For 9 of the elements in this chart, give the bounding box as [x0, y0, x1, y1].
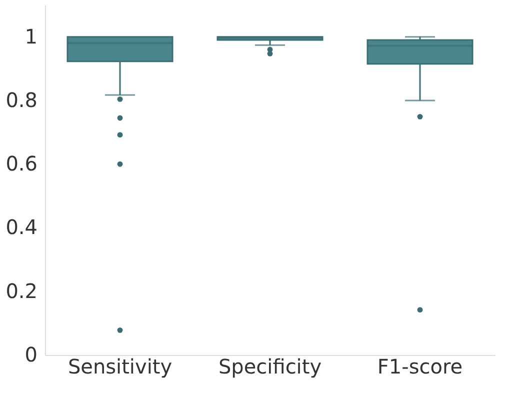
y-tick-label: 0.2 [6, 278, 38, 303]
y-tick-label: 0.4 [6, 215, 38, 240]
y-tick-label: 0.6 [6, 152, 38, 176]
x-tick-label: Sensitivity [68, 354, 172, 378]
y-tick-label: 0 [24, 342, 38, 366]
x-tick-label: F1-score [377, 354, 463, 378]
y-tick-label: 1 [24, 24, 38, 48]
y-tick-label: 0.8 [6, 88, 38, 112]
x-tick-label: Specificity [218, 354, 322, 378]
